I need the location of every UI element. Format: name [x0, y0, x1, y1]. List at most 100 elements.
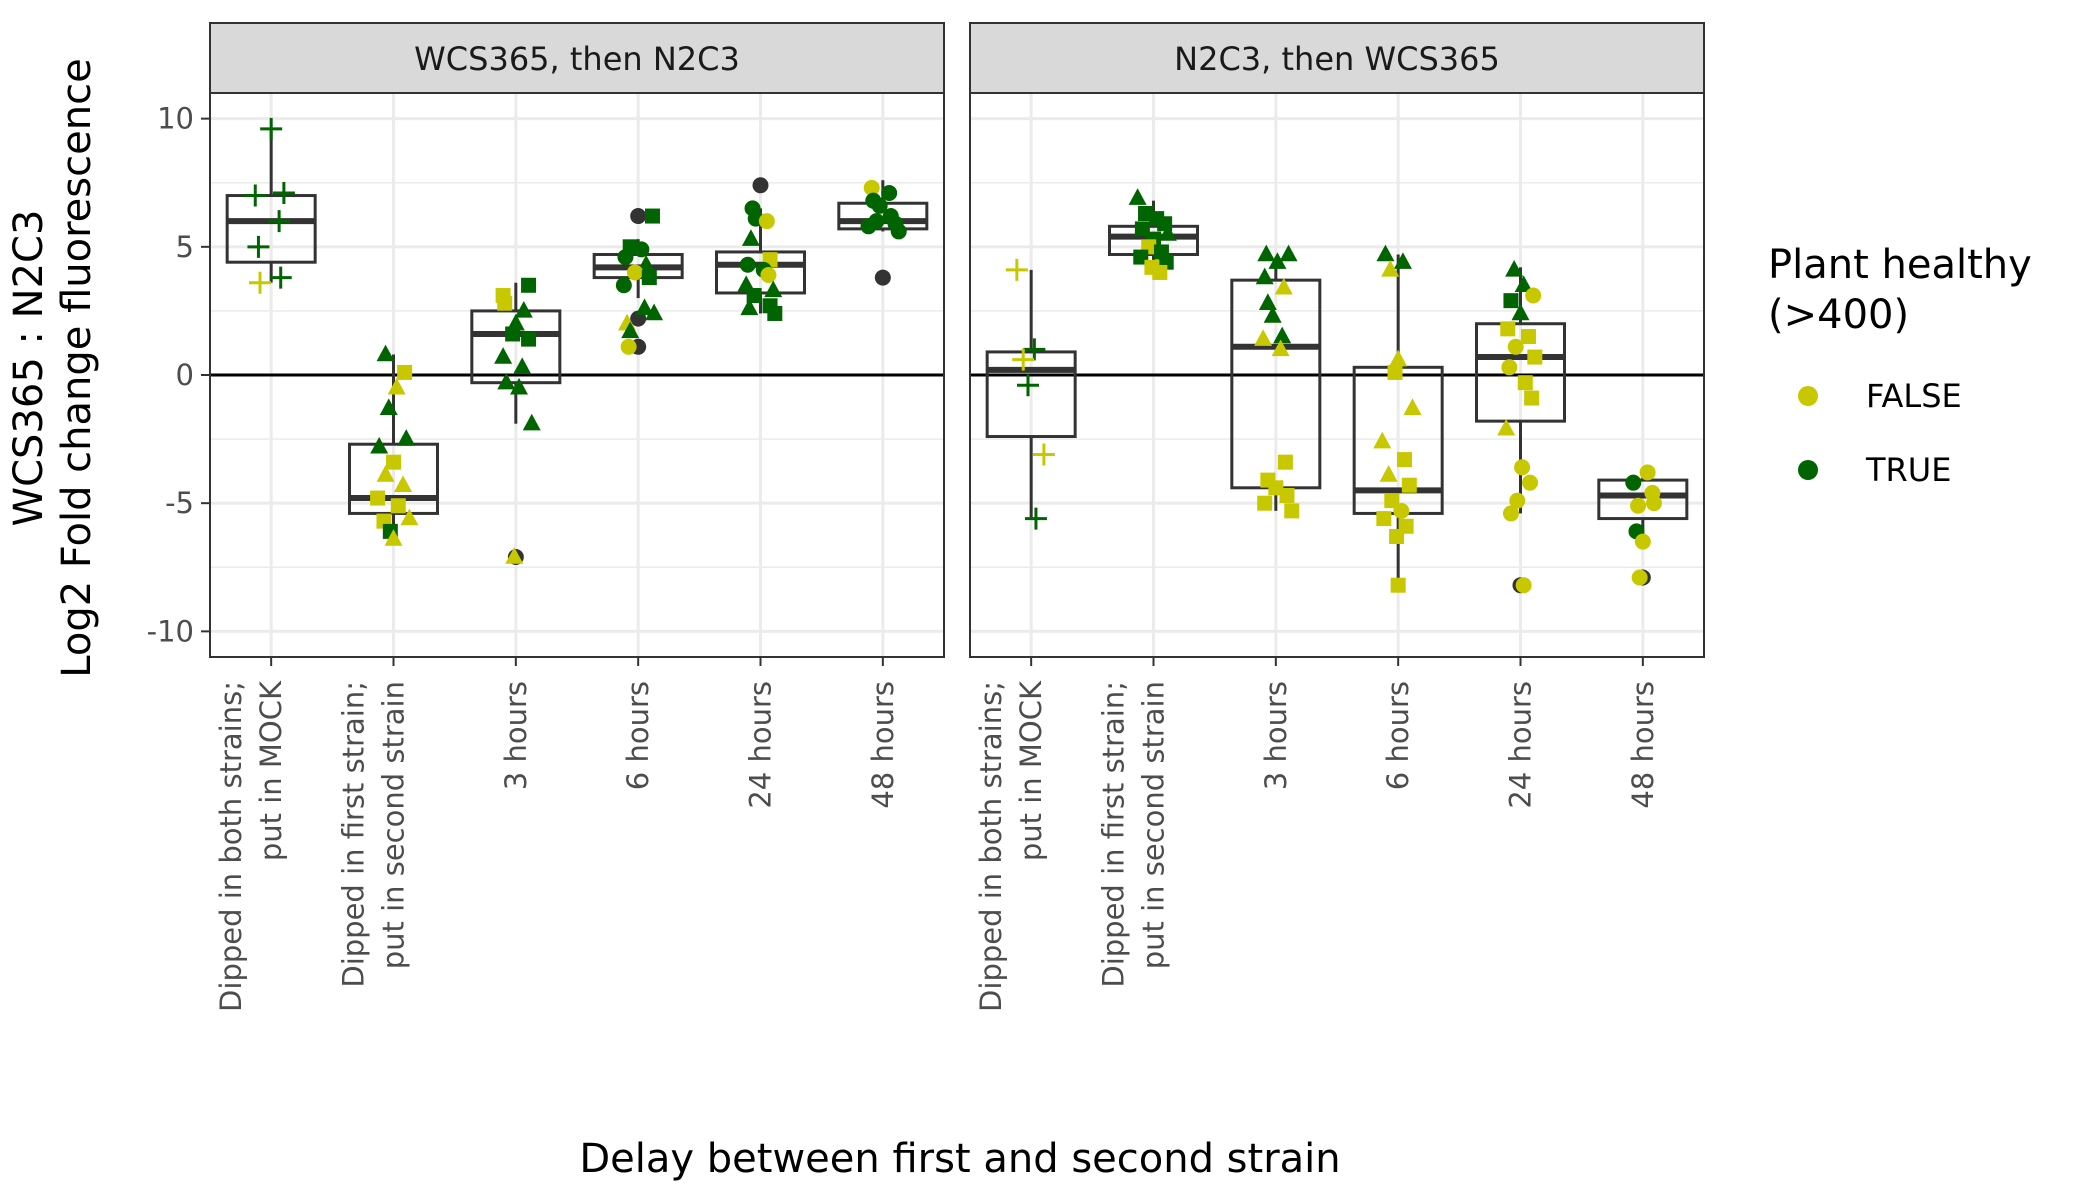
data-point-circle — [1634, 533, 1651, 550]
data-point-triangle — [514, 300, 533, 318]
data-point-plus — [1023, 338, 1046, 361]
data-point-square — [767, 305, 783, 321]
x-tick-label: put in second strain — [1137, 681, 1171, 969]
data-point-triangle — [1257, 244, 1276, 262]
data-point-plus — [247, 235, 270, 258]
x-tick-label: Dipped in both strains; — [214, 681, 248, 1012]
y-axis: -10 -5 0 5 10 — [147, 102, 210, 648]
data-point-plus — [249, 271, 272, 294]
legend-label-true: TRUE — [1865, 451, 1951, 489]
data-point-plus — [244, 184, 267, 207]
x-tick-label: 48 hours — [1626, 681, 1660, 809]
data-point-square — [1277, 454, 1293, 470]
data-point-triangle — [1254, 329, 1273, 346]
data-point-triangle — [764, 280, 783, 298]
x-tick-label: Dipped in first strain; — [337, 681, 371, 988]
data-point-circle — [1502, 505, 1519, 522]
data-point-square — [1152, 264, 1168, 280]
data-point-triangle — [1511, 303, 1530, 321]
data-point-square — [1257, 495, 1273, 511]
data-point-circle — [881, 184, 898, 201]
data-point-triangle — [1497, 418, 1516, 436]
data-point-square — [386, 454, 401, 470]
data-point-square — [521, 331, 537, 347]
strip-title: N2C3, then WCS365 — [1174, 40, 1500, 78]
data-point-triangle — [740, 298, 759, 316]
data-point-triangle — [741, 229, 760, 246]
x-tick-label: put in MOCK — [1014, 680, 1048, 861]
y-tick-label: -10 — [147, 614, 194, 648]
data-point-circle — [1645, 495, 1662, 512]
data-point-square — [521, 277, 537, 293]
data-point-circle — [620, 338, 637, 355]
data-point-square — [505, 326, 521, 342]
x-tick-label: put in second strain — [377, 681, 411, 969]
data-point-triangle — [1158, 224, 1177, 241]
data-point-plus — [268, 210, 291, 233]
data-point-circle — [1639, 464, 1656, 481]
box-iqr — [470, 309, 562, 385]
y-tick-label: 10 — [157, 102, 194, 136]
data-point-triangle — [621, 321, 640, 339]
box-iqr — [1597, 478, 1689, 521]
data-point-square — [397, 364, 413, 380]
data-point-triangle — [1376, 244, 1395, 262]
data-point-square — [1524, 390, 1540, 406]
x-tick-label: put in MOCK — [254, 680, 288, 861]
data-point-circle — [633, 241, 650, 258]
data-point-square — [390, 498, 406, 514]
data-point-circle — [860, 218, 877, 235]
data-point-square — [1390, 577, 1406, 593]
data-point-circle — [626, 264, 643, 281]
outlier-point — [874, 269, 891, 286]
data-point-triangle — [506, 313, 525, 331]
data-point-square — [370, 490, 386, 506]
data-point-circle — [1507, 338, 1524, 355]
legend-title-line-2: (>400) — [1768, 292, 1909, 338]
data-point-circle — [1522, 474, 1539, 491]
data-point-triangle — [387, 377, 406, 395]
outlier-point — [752, 177, 769, 194]
data-point-square — [1284, 503, 1300, 519]
data-point-square — [1387, 364, 1403, 380]
data-point-triangle — [1279, 244, 1298, 262]
legend: Plant healthy (>400) FALSE TRUE — [1768, 242, 2032, 489]
data-point-triangle — [635, 298, 654, 316]
data-point-circle — [863, 179, 880, 196]
data-point-triangle — [645, 303, 664, 321]
data-point-triangle — [384, 529, 403, 546]
data-point-triangle — [1268, 252, 1287, 269]
data-point-triangle — [1273, 326, 1292, 344]
data-point-plus — [1032, 443, 1055, 466]
box-iqr — [1108, 224, 1199, 257]
data-point-square — [1401, 477, 1417, 493]
data-point-square — [1384, 493, 1400, 509]
box-iqr — [1230, 278, 1322, 490]
x-tick-label: 24 hours — [744, 681, 778, 809]
data-point-triangle — [1373, 431, 1392, 449]
boxplot-3 — [1352, 254, 1444, 586]
data-point-triangle — [1128, 188, 1147, 205]
data-point-triangle — [1381, 259, 1400, 277]
data-point-triangle — [510, 377, 529, 395]
data-point-triangle — [1258, 293, 1277, 310]
y-axis-title-line-1: WCS365 : N2C3 — [6, 210, 52, 527]
x-tick-label: 6 hours — [621, 681, 655, 790]
data-point-square — [497, 295, 513, 311]
x-tick-label: 3 hours — [499, 681, 533, 790]
data-point-circle — [1631, 569, 1648, 586]
data-point-triangle — [400, 508, 419, 526]
data-point-triangle — [1514, 275, 1533, 292]
data-point-plus — [1016, 374, 1039, 397]
y-axis-title-line-2: Log2 Fold change fluorescence — [54, 58, 100, 677]
data-point-square — [1517, 375, 1533, 391]
data-point-circle — [1501, 359, 1518, 376]
data-point-circle — [890, 223, 907, 240]
x-tick-label: 24 hours — [1504, 681, 1538, 809]
outlier-point — [630, 208, 647, 225]
data-point-circle — [1630, 497, 1647, 514]
data-point-triangle — [1255, 267, 1274, 285]
box-iqr — [1475, 322, 1566, 423]
data-point-triangle — [394, 475, 413, 492]
strip-title: WCS365, then N2C3 — [414, 40, 740, 78]
